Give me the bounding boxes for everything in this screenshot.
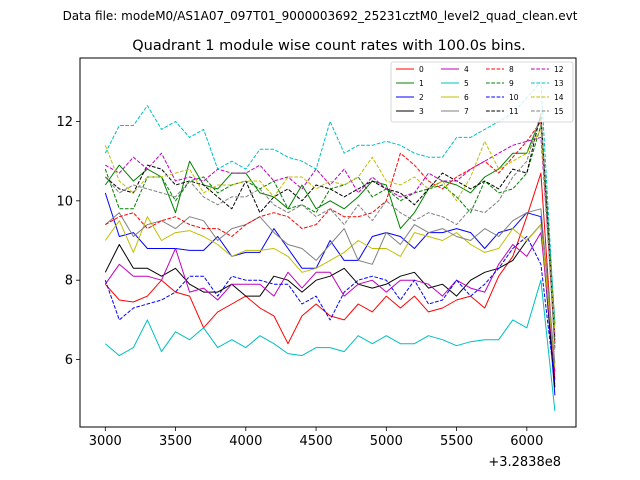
x-axis: 3000 3500 4000 4500 5000 5500 6000 (89, 427, 543, 449)
y-tick-label: 10 (56, 194, 73, 209)
axes-frame (79, 57, 577, 428)
legend-label-2: 2 (419, 93, 424, 102)
legend-label-7: 7 (464, 107, 469, 116)
legend-label-11: 11 (509, 107, 519, 116)
legend-label-9: 9 (509, 79, 514, 88)
suptitle: Data file: modeM0/AS1A07_097T01_90000036… (63, 9, 578, 23)
legend-label-10: 10 (509, 93, 519, 102)
legend-label-12: 12 (554, 65, 564, 74)
x-tick-label: 6000 (510, 434, 543, 449)
legend-label-14: 14 (554, 93, 564, 102)
legend-frame (390, 61, 574, 123)
y-axis: 6 8 10 12 (56, 115, 80, 368)
x-tick-label: 3500 (159, 434, 192, 449)
chart-title: Quadrant 1 module wise count rates with … (132, 38, 526, 54)
y-tick-label: 8 (65, 274, 73, 289)
series-line-8 (105, 121, 556, 348)
x-axis-offset-label: +3.2838e8 (488, 455, 561, 470)
legend-label-8: 8 (509, 65, 514, 74)
series-layer (104, 81, 556, 412)
legend-label-5: 5 (464, 79, 469, 88)
series-line-13 (104, 81, 556, 328)
series-line-6 (104, 216, 556, 368)
legend-label-4: 4 (464, 65, 469, 74)
legend-label-0: 0 (419, 65, 424, 74)
series-line-1 (104, 117, 556, 324)
x-tick-label: 5000 (370, 434, 403, 449)
legend-label-13: 13 (554, 79, 564, 88)
y-tick-label: 12 (56, 115, 73, 130)
series-line-15 (104, 113, 556, 352)
legend-label-6: 6 (464, 93, 469, 102)
x-tick-label: 3000 (89, 434, 122, 449)
legend-label-15: 15 (554, 107, 564, 116)
series-line-0 (104, 172, 556, 380)
x-tick-label: 5500 (440, 434, 473, 449)
series-line-4 (104, 232, 556, 372)
series-line-10 (104, 236, 556, 384)
series-line-11 (104, 113, 556, 340)
series-line-5 (104, 279, 556, 412)
x-tick-label: 4500 (300, 434, 333, 449)
legend-label-3: 3 (419, 107, 424, 116)
series-line-14 (104, 128, 556, 332)
series-line-3 (104, 224, 556, 388)
x-tick-label: 4000 (229, 434, 262, 449)
series-line-2 (104, 192, 556, 396)
series-line-7 (104, 208, 556, 364)
y-tick-label: 6 (65, 353, 73, 368)
legend-label-1: 1 (419, 79, 424, 88)
series-line-12 (105, 136, 556, 336)
